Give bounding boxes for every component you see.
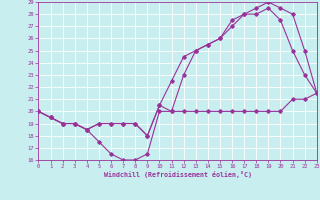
X-axis label: Windchill (Refroidissement éolien,°C): Windchill (Refroidissement éolien,°C): [104, 171, 252, 178]
